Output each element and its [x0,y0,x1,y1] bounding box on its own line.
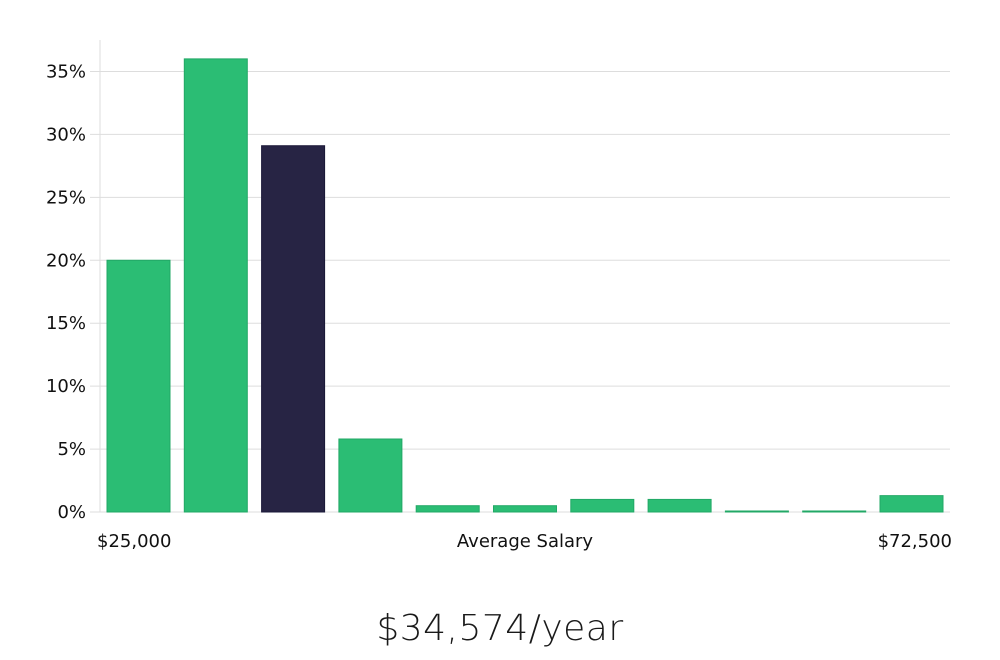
y-tick-label: 20% [46,250,86,271]
axis-layer: 0% 5% 10% 15% 20% 25% 30% 35% [46,40,101,523]
y-tick-label: 15% [46,313,86,334]
y-tick-label: 25% [46,187,86,208]
histogram-bar [415,505,480,513]
histogram-bar [879,495,944,513]
y-tick-label: 30% [46,124,86,145]
histogram-bar [493,505,557,513]
x-axis-end-label: $72,500 [878,531,952,552]
labels-layer: $25,000 Average Salary $72,500 [97,531,952,552]
histogram-bar [802,510,867,513]
y-tick-label: 5% [57,439,86,460]
average-salary-value: $34,574/year [376,608,624,649]
histogram-bar [647,498,712,513]
salary-histogram: 0% 5% 10% 15% 20% 25% 30% 35% $25,000 Average S… [46,40,952,552]
histogram-bar [338,438,403,513]
histogram-bar [183,58,248,513]
bars-layer [106,58,944,513]
x-axis-title: Average Salary [457,531,594,552]
histogram-bar [724,510,789,513]
y-tick-label: 35% [46,61,86,82]
histogram-bar [106,259,171,513]
histogram-bar-highlighted [261,145,326,513]
x-axis-start-label: $25,000 [97,531,171,552]
y-tick-label: 10% [46,376,86,397]
histogram-bar [570,498,635,513]
y-tick-label: 0% [57,502,86,523]
